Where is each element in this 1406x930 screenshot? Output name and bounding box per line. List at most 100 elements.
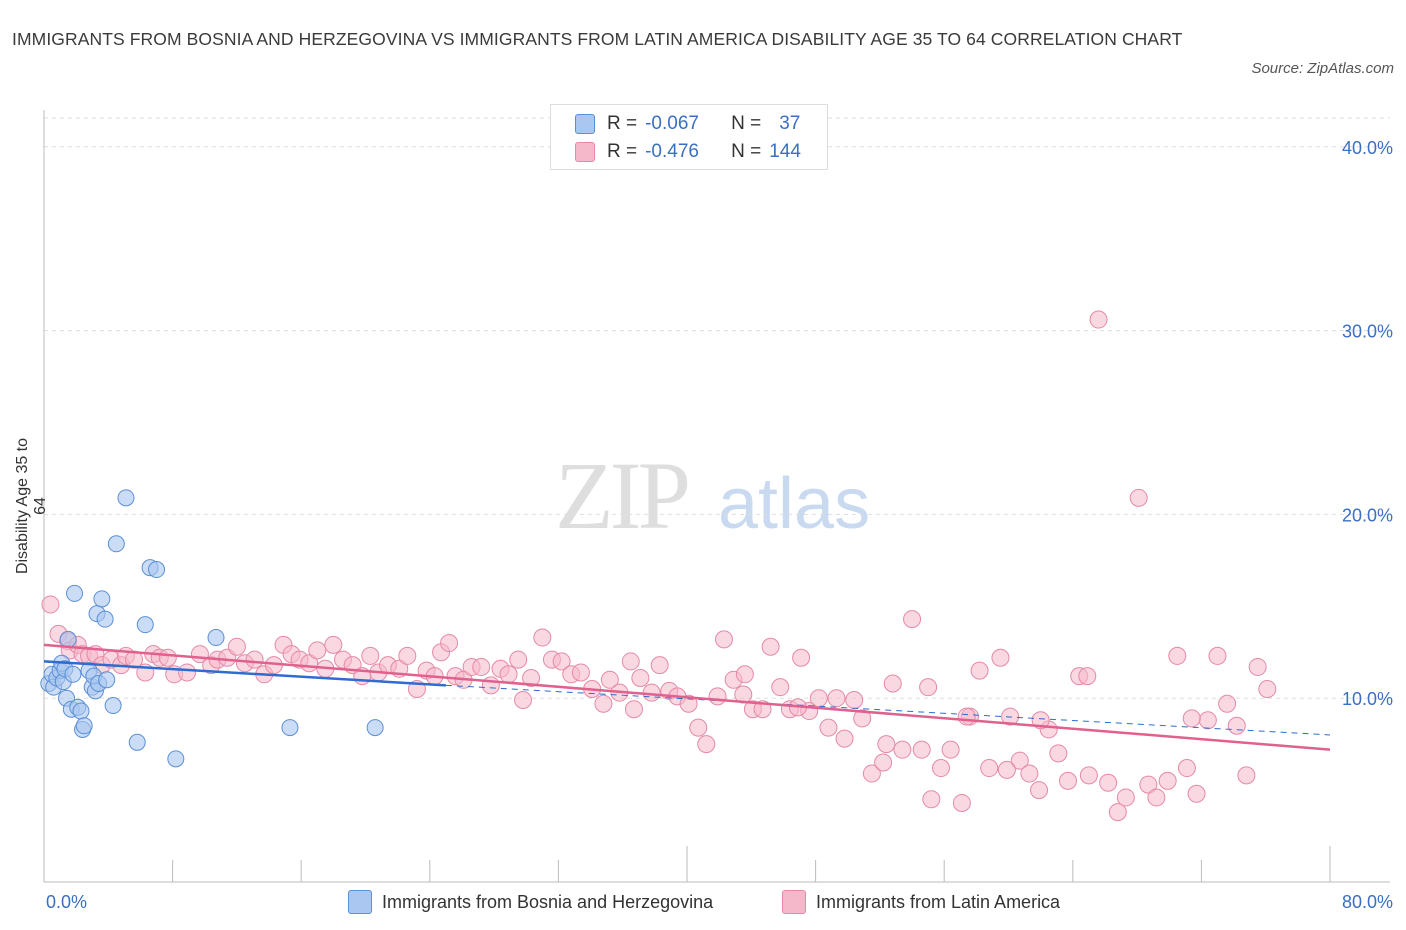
data-point-bosnia bbox=[59, 630, 77, 648]
data-point-latin-america bbox=[514, 691, 533, 710]
legend-n-label: N = bbox=[731, 141, 762, 162]
data-point-latin-america bbox=[919, 678, 938, 697]
data-point-latin-america bbox=[792, 648, 811, 667]
data-point-bosnia bbox=[167, 750, 185, 768]
data-point-latin-america bbox=[853, 709, 872, 728]
data-point-latin-america bbox=[1078, 667, 1097, 686]
legend-n-value: 144 bbox=[769, 141, 801, 162]
data-point-latin-america bbox=[440, 634, 459, 653]
data-point-latin-america bbox=[922, 790, 941, 809]
data-point-latin-america bbox=[624, 700, 643, 719]
data-point-latin-america bbox=[1158, 771, 1177, 790]
data-point-latin-america bbox=[970, 661, 989, 680]
data-point-latin-america bbox=[594, 694, 613, 713]
data-point-bosnia bbox=[93, 590, 111, 608]
data-point-latin-america bbox=[1237, 766, 1256, 785]
data-point-latin-america bbox=[1187, 784, 1206, 803]
data-point-latin-america bbox=[845, 691, 864, 710]
latin-america-points bbox=[41, 310, 1277, 822]
data-point-latin-america bbox=[997, 760, 1016, 779]
data-point-latin-america bbox=[621, 652, 640, 671]
watermark-zip: ZIP bbox=[555, 442, 688, 549]
y-tick-labels: 10.0% 20.0% 30.0% 40.0% bbox=[1342, 138, 1393, 709]
data-point-latin-america bbox=[1198, 711, 1217, 730]
data-point-latin-america bbox=[1058, 771, 1077, 790]
data-point-latin-america bbox=[862, 764, 881, 783]
bottom-legend-label-latin-america: Immigrants from Latin America bbox=[816, 891, 1061, 912]
data-point-latin-america bbox=[1218, 694, 1237, 713]
bottom-legend-latin-america: Immigrants from Latin America bbox=[782, 888, 1060, 916]
data-point-latin-america bbox=[533, 628, 552, 647]
data-point-latin-america bbox=[980, 759, 999, 778]
data-point-latin-america bbox=[761, 637, 780, 656]
data-point-latin-america bbox=[522, 668, 541, 687]
data-point-latin-america bbox=[552, 652, 571, 671]
y-tick-label: 30.0% bbox=[1342, 322, 1393, 342]
data-point-latin-america bbox=[819, 718, 838, 737]
data-point-latin-america bbox=[1116, 788, 1135, 807]
data-point-bosnia bbox=[75, 717, 93, 735]
data-point-latin-america bbox=[827, 689, 846, 708]
data-point-bosnia bbox=[72, 702, 90, 720]
data-point-latin-america bbox=[1248, 657, 1267, 676]
data-point-latin-america bbox=[735, 665, 754, 684]
data-point-bosnia bbox=[366, 719, 384, 737]
stats-legend: R = -0.067 N = 37 R = -0.476 N = 144 bbox=[550, 104, 828, 170]
legend-row-bosnia: R = -0.067 N = 37 bbox=[575, 111, 800, 137]
data-point-latin-america bbox=[903, 610, 922, 629]
data-point-latin-america bbox=[877, 735, 896, 754]
data-point-latin-america bbox=[245, 650, 264, 669]
legend-swatch-bosnia bbox=[575, 114, 595, 134]
data-point-latin-america bbox=[1258, 680, 1277, 698]
data-point-latin-america bbox=[1108, 803, 1127, 822]
data-point-latin-america bbox=[941, 740, 960, 759]
axes bbox=[43, 110, 1390, 883]
data-point-latin-america bbox=[874, 753, 893, 772]
y-tick-label: 10.0% bbox=[1342, 689, 1393, 709]
data-point-latin-america bbox=[1079, 766, 1098, 785]
data-point-bosnia bbox=[98, 671, 116, 689]
legend-n-label: N = bbox=[731, 113, 762, 134]
data-point-bosnia bbox=[128, 733, 146, 751]
data-point-bosnia bbox=[104, 697, 122, 715]
data-point-latin-america bbox=[361, 646, 380, 665]
data-point-latin-america bbox=[912, 740, 931, 759]
data-point-latin-america bbox=[835, 729, 854, 748]
data-point-latin-america bbox=[1049, 744, 1068, 763]
bottom-legend-swatch-bosnia bbox=[348, 890, 372, 914]
chart-title: IMMIGRANTS FROM BOSNIA AND HERZEGOVINA V… bbox=[12, 29, 1183, 49]
data-point-latin-america bbox=[650, 656, 669, 675]
data-point-latin-america bbox=[1227, 716, 1246, 735]
data-point-latin-america bbox=[227, 637, 246, 656]
data-point-latin-america bbox=[714, 630, 733, 649]
grid bbox=[44, 117, 1390, 699]
data-point-latin-america bbox=[957, 707, 976, 726]
trendlines bbox=[43, 643, 1331, 751]
trendline-bosnia bbox=[445, 684, 1331, 736]
data-point-latin-america bbox=[991, 648, 1010, 667]
data-point-bosnia bbox=[136, 616, 154, 634]
data-point-latin-america bbox=[1020, 764, 1039, 783]
bottom-legend-swatch-latin-america bbox=[782, 890, 806, 914]
data-point-latin-america bbox=[472, 657, 491, 676]
data-point-latin-america bbox=[499, 665, 518, 684]
bosnia-points bbox=[40, 489, 384, 768]
data-point-latin-america bbox=[931, 759, 950, 778]
data-point-bosnia bbox=[148, 561, 166, 579]
data-point-latin-america bbox=[1099, 773, 1118, 792]
data-point-latin-america bbox=[600, 670, 619, 689]
data-point-bosnia bbox=[64, 665, 82, 683]
data-point-latin-america bbox=[41, 595, 60, 614]
data-point-bosnia bbox=[107, 535, 125, 553]
data-point-latin-america bbox=[809, 689, 828, 708]
data-point-latin-america bbox=[883, 674, 902, 693]
data-point-bosnia bbox=[207, 629, 225, 647]
data-point-latin-america bbox=[689, 718, 708, 737]
x-tick-labels: 0.0% 80.0% bbox=[46, 892, 1393, 912]
data-point-bosnia bbox=[96, 610, 114, 628]
data-point-latin-america bbox=[178, 663, 197, 682]
data-point-latin-america bbox=[571, 663, 590, 682]
data-point-latin-america bbox=[1010, 751, 1029, 770]
source-label: Source: ZipAtlas.com bbox=[1251, 60, 1394, 77]
